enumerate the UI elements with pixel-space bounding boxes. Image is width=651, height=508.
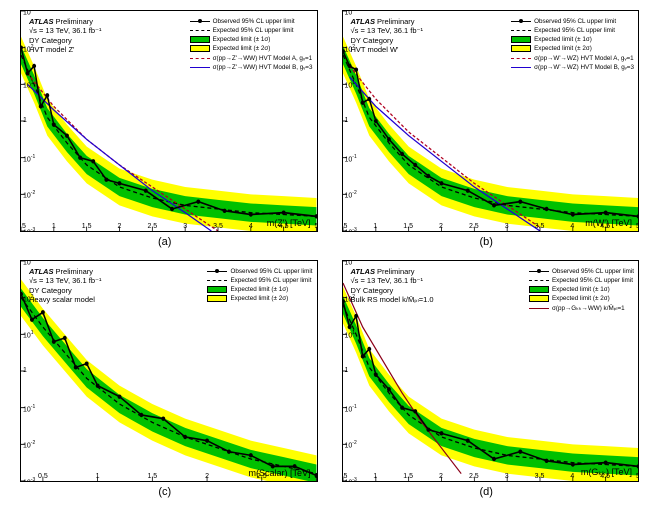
legend-row: Expected 95% CL upper limit: [529, 276, 634, 285]
legend-row: Expected limit (± 2σ): [207, 294, 312, 303]
legend-row: Expected limit (± 1σ): [529, 285, 634, 294]
legend-row: Expected limit (± 2σ): [529, 294, 634, 303]
legend-label: Expected limit (± 1σ): [230, 285, 288, 294]
legend-label: Expected limit (± 2σ): [230, 294, 288, 303]
info-block: ATLAS Preliminary√s = 13 TeV, 36.1 fb⁻¹D…: [351, 267, 434, 305]
legend: Observed 95% CL upper limitExpected 95% …: [511, 17, 634, 72]
panel-b: σ(pp→W'→WZ) [pb]10-310-210-111011021030.…: [326, 4, 648, 254]
panel-d: σ(pp→Gₖₖ→WW) [pb]10-310-210-111011021030…: [326, 254, 648, 504]
legend-label: Observed 95% CL upper limit: [230, 267, 312, 276]
legend-row: Expected limit (± 2σ): [190, 44, 313, 53]
legend: Observed 95% CL upper limitExpected 95% …: [207, 267, 312, 304]
legend-row: Expected limit (± 2σ): [511, 44, 634, 53]
panel-a: σ(pp→Z'→WW) [pb]10-310-210-111011021030.…: [4, 4, 326, 254]
legend-row: Expected 95% CL upper limit: [190, 26, 313, 35]
plot-area: 10-310-210-111011021030.511.522.533.544.…: [20, 10, 318, 232]
legend-label: σ(pp→Z'→WW) HVT Model B, gᵥ=3: [213, 63, 313, 72]
legend-label: Expected limit (± 2σ): [534, 44, 592, 53]
panel-caption: (a): [4, 234, 326, 254]
plot-area: 10-310-210-111011021030.511.522.53m(Scal…: [20, 260, 318, 482]
legend-row: σ(pp→Gₖₖ→WW) k/M̄ₚₗ=1: [529, 304, 634, 313]
x-axis-label: m(Z') [TeV]: [267, 218, 311, 228]
panel-caption: (d): [326, 484, 648, 504]
legend-row: Expected 95% CL upper limit: [207, 276, 312, 285]
plot-area: 10-310-210-111011021030.511.522.533.544.…: [342, 10, 640, 232]
x-axis-label: m(Gₖₖ) [TeV]: [581, 467, 632, 478]
info-block: ATLAS Preliminary√s = 13 TeV, 36.1 fb⁻¹D…: [29, 17, 102, 55]
legend-label: Expected 95% CL upper limit: [230, 276, 311, 285]
legend-label: σ(pp→Z'→WW) HVT Model A, gᵥ=1: [213, 54, 313, 63]
x-axis-label: m(W') [TeV]: [585, 218, 632, 228]
legend-row: Expected 95% CL upper limit: [511, 26, 634, 35]
legend-row: Observed 95% CL upper limit: [529, 267, 634, 276]
legend-label: Expected limit (± 1σ): [213, 35, 271, 44]
legend-row: σ(pp→W'→WZ) HVT Model B, gᵥ=3: [511, 63, 634, 72]
panel-caption: (b): [326, 234, 648, 254]
legend-label: σ(pp→W'→WZ) HVT Model A, gᵥ=1: [534, 54, 634, 63]
panel-c: σ(gg→H→WW) [pb]10-310-210-111011021030.5…: [4, 254, 326, 504]
legend-row: Observed 95% CL upper limit: [207, 267, 312, 276]
legend-label: σ(pp→W'→WZ) HVT Model B, gᵥ=3: [534, 63, 634, 72]
legend-label: Expected 95% CL upper limit: [534, 26, 615, 35]
legend: Observed 95% CL upper limitExpected 95% …: [529, 267, 634, 313]
legend-label: Expected limit (± 2σ): [213, 44, 271, 53]
legend-row: Observed 95% CL upper limit: [190, 17, 313, 26]
legend-row: Observed 95% CL upper limit: [511, 17, 634, 26]
info-block: ATLAS Preliminary√s = 13 TeV, 36.1 fb⁻¹D…: [351, 17, 424, 55]
legend-label: Expected 95% CL upper limit: [213, 26, 294, 35]
legend-row: Expected limit (± 1σ): [511, 35, 634, 44]
panel-caption: (c): [4, 484, 326, 504]
info-block: ATLAS Preliminary√s = 13 TeV, 36.1 fb⁻¹D…: [29, 267, 102, 305]
legend-label: Expected 95% CL upper limit: [552, 276, 633, 285]
legend-label: Expected limit (± 2σ): [552, 294, 610, 303]
legend-row: σ(pp→W'→WZ) HVT Model A, gᵥ=1: [511, 54, 634, 63]
plot-area: 10-310-210-111011021030.511.522.533.544.…: [342, 260, 640, 482]
legend-row: Expected limit (± 1σ): [190, 35, 313, 44]
legend-row: σ(pp→Z'→WW) HVT Model B, gᵥ=3: [190, 63, 313, 72]
legend: Observed 95% CL upper limitExpected 95% …: [190, 17, 313, 72]
legend-label: Expected limit (± 1σ): [534, 35, 592, 44]
legend-label: Observed 95% CL upper limit: [552, 267, 634, 276]
legend-row: Expected limit (± 1σ): [207, 285, 312, 294]
legend-label: Observed 95% CL upper limit: [213, 17, 295, 26]
legend-label: Expected limit (± 1σ): [552, 285, 610, 294]
legend-row: σ(pp→Z'→WW) HVT Model A, gᵥ=1: [190, 54, 313, 63]
legend-label: σ(pp→Gₖₖ→WW) k/M̄ₚₗ=1: [552, 304, 625, 313]
legend-label: Observed 95% CL upper limit: [534, 17, 616, 26]
x-axis-label: m(Scalar) [TeV]: [248, 468, 310, 478]
